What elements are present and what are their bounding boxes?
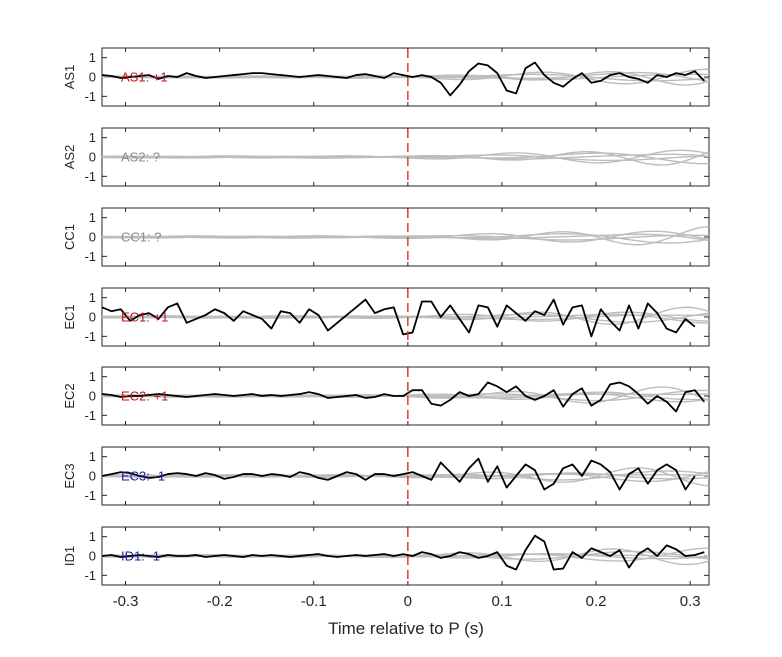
y-tick-label: 1: [89, 369, 96, 384]
panels: -1 0 1 AS1 AS1: +1 -1 0 1 AS2 AS2: ? -1 0 1 CC1 CC1: ?…: [62, 47, 710, 586]
y-tick-label: 1: [89, 529, 96, 544]
background-trace: [102, 470, 709, 483]
plot-area: [102, 226, 709, 246]
y-tick-label: 1: [89, 290, 96, 305]
x-tick-label: -0.1: [301, 593, 327, 610]
plot-area: [102, 298, 709, 338]
y-tick-label: -1: [84, 568, 96, 583]
y-tick-label: 0: [89, 70, 96, 85]
y-tick-label: -1: [84, 329, 96, 344]
panel-ec2: -1 0 1 EC2 EC2: +1: [62, 366, 710, 426]
panel-cc1: -1 0 1 CC1 CC1: ?: [62, 207, 710, 267]
y-tick-label: 1: [89, 50, 96, 65]
polarity-label: EC1: +1: [121, 310, 168, 325]
x-axis-label: Time relative to P (s): [328, 619, 484, 638]
y-axis-label: ID1: [62, 546, 77, 566]
x-axis: -0.3 -0.2 -0.1 0 0.1 0.2 0.3: [113, 593, 701, 610]
plot-area: [102, 61, 709, 97]
x-tick-label: 0: [404, 593, 412, 610]
polarity-label: EC3: -1: [121, 469, 165, 484]
y-tick-label: 1: [89, 130, 96, 145]
y-tick-label: 0: [89, 230, 96, 245]
y-tick-label: 0: [89, 549, 96, 564]
y-tick-label: 1: [89, 449, 96, 464]
polarity-label: ID1: -1: [121, 549, 160, 564]
background-trace: [102, 150, 709, 166]
y-tick-label: 0: [89, 389, 96, 404]
main-trace: [102, 381, 705, 413]
background-trace: [102, 467, 709, 487]
main-trace: [102, 534, 705, 571]
plot-area: [102, 149, 709, 166]
plot-area: [102, 534, 709, 571]
panel-as1: -1 0 1 AS1 AS1: +1: [62, 47, 710, 107]
y-tick-label: 1: [89, 210, 96, 225]
panel-as2: -1 0 1 AS2 AS2: ?: [62, 127, 710, 187]
panel-ec3: -1 0 1 EC3 EC3: -1: [62, 446, 710, 506]
polarity-label: AS2: ?: [121, 150, 160, 165]
polarity-label: AS1: +1: [121, 70, 168, 85]
panel-id1: -1 0 1 ID1 ID1: -1: [62, 526, 710, 586]
polarity-label: CC1: ?: [121, 230, 161, 245]
x-tick-label: -0.2: [207, 593, 233, 610]
polarity-label: EC2: +1: [121, 389, 168, 404]
main-trace: [102, 457, 696, 491]
plot-area: [102, 457, 709, 491]
y-axis-label: EC3: [62, 463, 77, 488]
background-trace: [102, 226, 709, 246]
x-tick-label: 0.2: [586, 593, 607, 610]
y-tick-label: -1: [84, 408, 96, 423]
x-tick-label: 0.1: [492, 593, 513, 610]
y-tick-label: -1: [84, 488, 96, 503]
main-trace: [102, 61, 705, 97]
main-trace: [102, 298, 696, 338]
background-trace: [102, 552, 709, 560]
y-tick-label: -1: [84, 169, 96, 184]
y-tick-label: -1: [84, 89, 96, 104]
y-axis-label: AS2: [62, 145, 77, 170]
y-tick-label: -1: [84, 249, 96, 264]
panel-ec1: -1 0 1 EC1 EC1: +1: [62, 287, 710, 347]
background-trace: [102, 311, 709, 322]
x-tick-label: -0.3: [113, 593, 139, 610]
plot-area: [102, 381, 709, 413]
y-tick-label: 0: [89, 310, 96, 325]
y-axis-label: EC2: [62, 383, 77, 408]
y-tick-label: 0: [89, 150, 96, 165]
y-tick-label: 0: [89, 469, 96, 484]
x-tick-label: 0.3: [680, 593, 701, 610]
y-axis-label: AS1: [62, 65, 77, 90]
y-axis-label: CC1: [62, 224, 77, 250]
y-axis-label: EC1: [62, 304, 77, 329]
